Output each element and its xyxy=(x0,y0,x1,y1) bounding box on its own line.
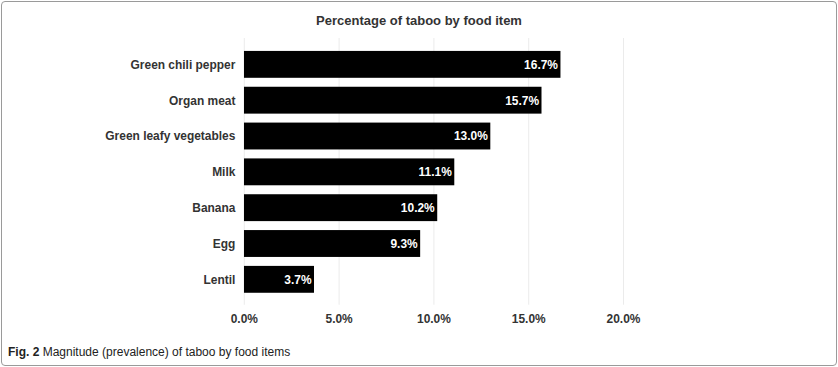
svg-text:9.3%: 9.3% xyxy=(390,237,418,251)
svg-text:Organ meat: Organ meat xyxy=(169,94,235,108)
svg-text:Banana: Banana xyxy=(192,201,235,215)
svg-text:0.0%: 0.0% xyxy=(231,312,259,326)
svg-text:Green leafy vegetables: Green leafy vegetables xyxy=(105,129,235,143)
svg-text:10.2%: 10.2% xyxy=(401,201,435,215)
svg-text:16.7%: 16.7% xyxy=(524,58,558,72)
svg-text:13.0%: 13.0% xyxy=(454,129,488,143)
html-text:Fig. 2 Magnitude (prevalence): Fig. 2 Magnitude (prevalence) of taboo b… xyxy=(8,345,291,359)
svg-text:10.0%: 10.0% xyxy=(417,312,451,326)
svg-text:20.0%: 20.0% xyxy=(607,312,641,326)
svg-text:11.1%: 11.1% xyxy=(419,165,453,179)
html-text:Percentage of taboo by food it: Percentage of taboo by food item xyxy=(316,13,522,28)
svg-text:Egg: Egg xyxy=(213,237,236,251)
svg-text:Lentil: Lentil xyxy=(204,273,236,287)
svg-text:15.0%: 15.0% xyxy=(512,312,546,326)
svg-text:Milk: Milk xyxy=(212,165,236,179)
svg-text:5.0%: 5.0% xyxy=(326,312,354,326)
svg-text:3.7%: 3.7% xyxy=(284,273,312,287)
svg-text:Green chili pepper: Green chili pepper xyxy=(131,58,236,72)
svg-text:15.7%: 15.7% xyxy=(505,94,539,108)
